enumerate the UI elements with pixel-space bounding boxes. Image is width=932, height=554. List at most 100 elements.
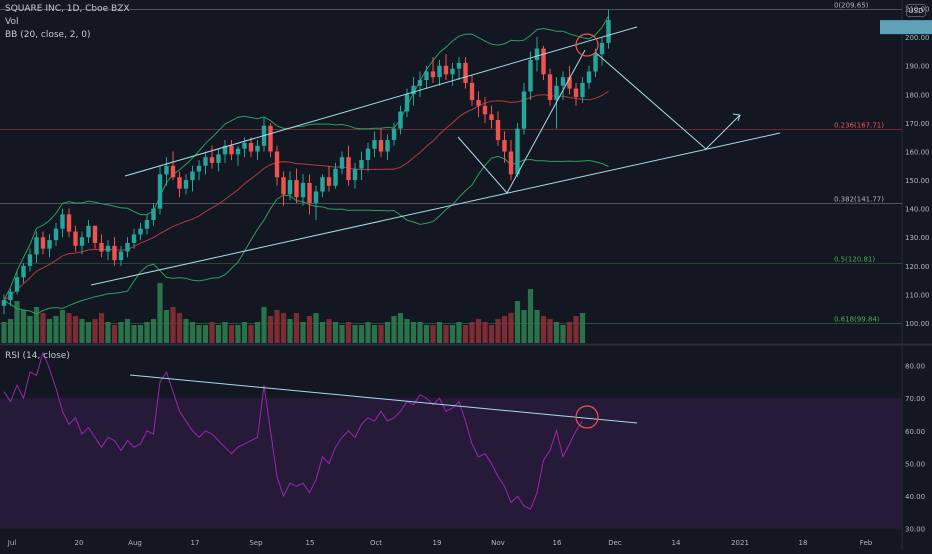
- volume-bar: [514, 301, 521, 343]
- volume-bar: [306, 316, 313, 343]
- fib-level-label: 0.382(141.77): [834, 196, 884, 204]
- price-axis-tick: 100.00: [905, 320, 930, 328]
- candle-body: [144, 220, 150, 229]
- volume-bar: [553, 322, 560, 343]
- candle-body: [281, 177, 286, 195]
- candle-body: [450, 68, 455, 75]
- rsi-highlight-circle: [575, 405, 599, 429]
- volume-bar: [326, 319, 332, 343]
- price-axis-tick: 140.00: [905, 206, 930, 214]
- volume-bar: [189, 322, 196, 343]
- candle-body: [235, 148, 241, 155]
- volume-bar: [124, 319, 131, 343]
- price-axis-tick: 130.00: [905, 234, 930, 242]
- volume-bar: [215, 325, 222, 343]
- currency-button[interactable]: USD: [906, 4, 926, 17]
- time-axis-tick: 17: [191, 539, 200, 547]
- price-axis-tick: 110.00: [905, 291, 930, 299]
- volume-bar: [410, 322, 417, 343]
- volume-bar: [1, 322, 7, 343]
- volume-bar: [319, 322, 326, 343]
- candle-body: [567, 77, 572, 89]
- volume-bar: [53, 316, 59, 343]
- volume-bar: [417, 322, 423, 343]
- volume-bar: [560, 325, 566, 343]
- candle-body: [307, 182, 312, 203]
- time-axis-tick: Dec: [608, 539, 622, 547]
- time-axis-tick: Sep: [249, 539, 263, 547]
- volume-bar: [14, 301, 20, 343]
- volume-legend: Vol: [5, 17, 19, 27]
- candle-body: [112, 245, 117, 261]
- candle-body: [437, 65, 442, 78]
- time-axis-tick: 20: [75, 539, 84, 547]
- candle-body: [443, 65, 449, 75]
- volume-bar: [293, 313, 300, 343]
- volume-bar: [7, 319, 14, 343]
- rsi-legend: RSI (14, close): [5, 351, 70, 361]
- candle-body: [209, 157, 215, 163]
- candle-body: [170, 165, 176, 178]
- candle-body: [294, 180, 299, 198]
- price-axis-tick: 150.00: [905, 177, 930, 185]
- volume-bar: [40, 313, 46, 343]
- volume-bar: [131, 325, 137, 343]
- candle-body: [515, 128, 520, 175]
- candle-body: [248, 142, 254, 152]
- volume-bar: [20, 310, 27, 343]
- candle-body: [53, 228, 59, 241]
- volume-bar: [508, 313, 514, 343]
- candle-body: [385, 140, 390, 152]
- candle-body: [580, 82, 585, 98]
- candle-body: [86, 225, 91, 238]
- candle-body: [118, 251, 124, 261]
- candle-body: [255, 145, 260, 152]
- volume-bar: [352, 325, 358, 343]
- candle-body: [222, 145, 228, 155]
- zigzag-drawing: [457, 49, 586, 194]
- candle-body: [300, 182, 306, 198]
- candle-body: [92, 225, 98, 243]
- volume-bar: [33, 307, 40, 343]
- candle-body: [268, 125, 273, 152]
- volume-bar: [105, 322, 111, 343]
- time-axis-tick: 14: [672, 539, 681, 547]
- candle-body: [372, 140, 377, 149]
- price-axis-tick: 210.00: [905, 6, 930, 14]
- volume-bar: [118, 322, 124, 343]
- volume-bar: [332, 322, 339, 343]
- candle-body: [463, 62, 468, 83]
- bollinger-upper-line: [3, 15, 609, 301]
- candle-body: [476, 100, 481, 106]
- volume-bar: [404, 319, 410, 343]
- price-highlight-circle: [575, 33, 599, 57]
- candle-body: [547, 74, 553, 101]
- candle-body: [157, 174, 163, 209]
- candle-body: [21, 265, 26, 278]
- volume-bar: [254, 322, 261, 343]
- fib-level-label: 0.618(99.84): [834, 315, 880, 323]
- symbol-legend: SQUARE INC, 1D, Cboe BZX: [5, 4, 130, 14]
- rsi-axis-tick: 40.00: [905, 493, 925, 501]
- volume-bar: [228, 325, 235, 343]
- candle-body: [521, 91, 527, 129]
- volume-bar: [534, 310, 540, 343]
- candle-body: [287, 180, 293, 195]
- volume-bar: [163, 310, 170, 343]
- candle-body: [313, 191, 319, 203]
- candle-body: [183, 180, 189, 189]
- time-axis-tick: 16: [553, 539, 562, 547]
- volume-bar: [391, 316, 397, 343]
- time-axis-tick: Nov: [491, 539, 505, 547]
- volume-bar: [287, 319, 293, 343]
- candle-body: [365, 148, 371, 161]
- fib-level-label: 0(209.65): [834, 2, 869, 10]
- candle-body: [534, 48, 540, 61]
- time-axis-tick: Oct: [370, 539, 382, 547]
- volume-bar: [469, 322, 475, 343]
- candle-body: [339, 157, 345, 169]
- price-axis-tick: 160.00: [905, 148, 930, 156]
- time-axis-tick: Aug: [128, 539, 142, 547]
